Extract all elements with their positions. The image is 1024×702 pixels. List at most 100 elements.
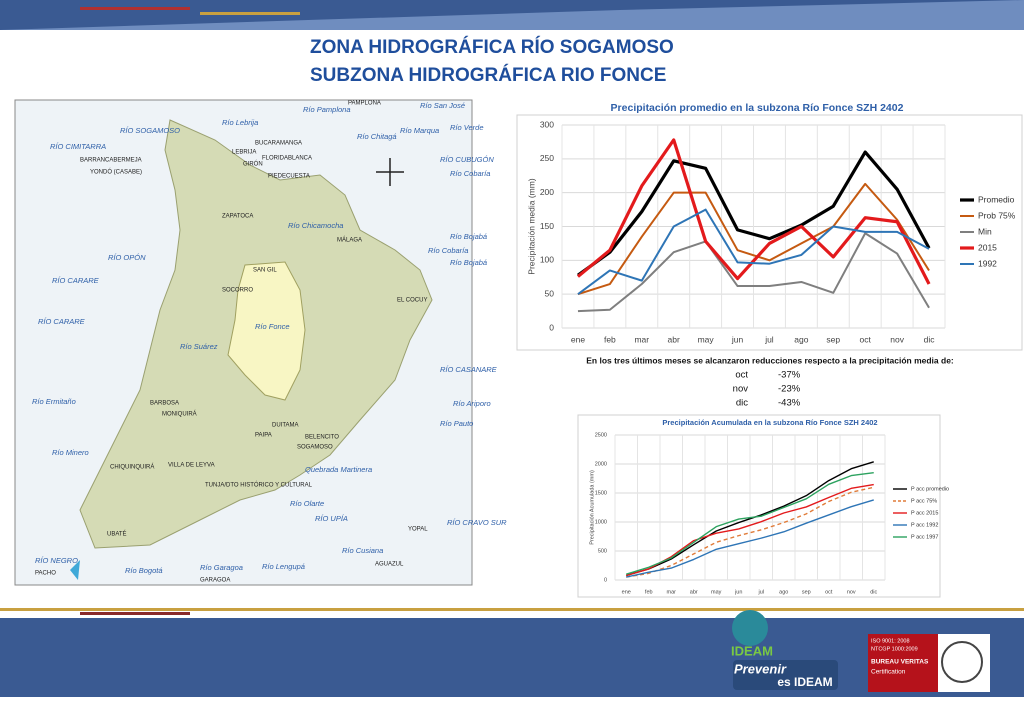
table-cell: -43% [778, 398, 801, 409]
map-label: Río Bogotá [125, 566, 163, 575]
y-tick-label: 0 [604, 577, 607, 583]
x-tick-label: nov [847, 589, 856, 595]
y-axis-label: Precipitación Acumulada (mm) [589, 470, 595, 545]
legend-label: P acc 75% [911, 498, 937, 504]
map-label: RÍO CUBUGÓN [440, 155, 494, 164]
x-tick-label: sep [802, 589, 811, 595]
series-line [576, 138, 931, 285]
map-label: CHIQUINQUIRÁ [110, 464, 154, 471]
map-label: PAIPA [255, 433, 272, 439]
x-tick-label: mar [634, 334, 649, 344]
legend-label: P acc 2015 [911, 510, 938, 516]
map-label: RÍO CIMITARRA [50, 142, 106, 151]
map-label: Río Marqua [400, 126, 439, 135]
slogan: es IDEAM [777, 675, 832, 689]
x-tick-label: may [711, 589, 722, 595]
legend-label: Prob 75% [978, 210, 1016, 220]
x-tick-label: oct [860, 334, 872, 344]
map-label: RÍO CARARE [38, 317, 86, 326]
x-tick-label: ene [622, 589, 631, 595]
legend-label: P acc 1997 [911, 534, 938, 540]
series-line [577, 150, 931, 277]
map-label: Río San José [420, 101, 465, 110]
map-label: RÍO NEGRO [35, 556, 78, 565]
x-tick-label: jul [757, 589, 764, 595]
compass [376, 158, 404, 186]
series-line [577, 208, 930, 295]
map-label: Río Cobaría [428, 246, 468, 255]
map-label: RÍO CRAVO SUR [447, 518, 507, 527]
map-label: PIEDECUESTA [268, 174, 310, 180]
series-line [626, 461, 874, 577]
map-label: Río Pamplona [303, 105, 351, 114]
map-label: RÍO UPÍA [315, 514, 348, 523]
x-tick-label: abr [690, 589, 698, 595]
map-label: LEBRIJA [232, 150, 256, 156]
footer-band [0, 618, 1024, 697]
map-label: Río Chitagá [357, 132, 397, 141]
map-label: GARAGOA [200, 578, 230, 584]
x-tick-label: may [698, 334, 715, 344]
map-label: Río Minero [52, 448, 89, 457]
map-label: RÍO OPÓN [108, 253, 146, 262]
map-label: Río Ermitaño [32, 397, 76, 406]
map-label: RÍO SOGAMOSO [120, 126, 180, 135]
y-tick-label: 200 [540, 187, 554, 197]
x-tick-label: oct [825, 589, 833, 595]
footer-line [0, 608, 1024, 611]
subzone-area [227, 261, 306, 401]
x-tick-label: ene [571, 334, 585, 344]
y-tick-label: 2000 [595, 461, 607, 467]
series-line [626, 499, 874, 578]
y-tick-label: 150 [540, 221, 554, 231]
x-tick-label: dic [924, 334, 936, 344]
y-axis-label: Precipitación media (mm) [526, 178, 536, 275]
table-cell: oct [735, 370, 748, 381]
x-tick-label: ago [779, 589, 788, 595]
x-tick-label: mar [667, 589, 677, 595]
map-label: TUNJA/DTO HISTÓRICO Y CULTURAL [205, 482, 313, 489]
chart-frame [516, 114, 1023, 351]
map-label: GIRÓN [243, 161, 263, 168]
cert-text: ISO 9001: 2008 [871, 638, 910, 644]
footer-line [80, 612, 190, 615]
legend-label: Promedio [978, 194, 1015, 204]
map-label: SOGAMOSO [297, 445, 333, 451]
map-label: BELENCITO [305, 435, 339, 441]
table-cell: -23% [778, 384, 801, 395]
y-tick-label: 500 [598, 548, 607, 554]
table-cell: -37% [778, 370, 801, 381]
y-tick-label: 1000 [595, 519, 607, 525]
table-cell: dic [736, 398, 748, 409]
map-label: Río Bojabá [450, 258, 487, 267]
y-tick-label: 1500 [595, 490, 607, 496]
y-tick-label: 0 [549, 322, 554, 332]
x-tick-label: ago [794, 334, 808, 344]
map-label: Río Chicamocha [288, 221, 343, 230]
x-tick-label: sep [826, 334, 840, 344]
logo-text: IDEAM [731, 643, 773, 658]
cert-red [868, 634, 938, 692]
map-label: BUCARAMANGA [255, 141, 302, 147]
map-label: Río Garagoa [200, 563, 243, 572]
map-label: Río Lebrija [222, 118, 258, 127]
slogan: Prevenir [734, 661, 787, 676]
map-label: ZAPATOCA [222, 214, 253, 220]
map-label: Río Bojabá [450, 232, 487, 241]
table-cell: nov [733, 384, 749, 395]
logo-icon [732, 610, 768, 646]
map-label: SOCORRO [222, 288, 253, 294]
x-tick-label: abr [668, 334, 680, 344]
map-label: YOPAL [408, 527, 428, 533]
chart-frame [577, 414, 941, 598]
chart-title: Precipitación Acumulada en la subzona Rí… [662, 418, 877, 427]
subtitle: SUBZONA HIDROGRÁFICA RIO FONCE [310, 64, 666, 86]
title: ZONA HIDROGRÁFICA RÍO SOGAMOSO [310, 36, 674, 58]
legend-label: P acc 1992 [911, 522, 938, 528]
series-line [626, 486, 874, 578]
map-label: Río Suárez [180, 342, 218, 351]
map-label: PAMPLONA [348, 101, 381, 107]
map-label: Río Ariporo [453, 399, 491, 408]
y-tick-label: 300 [540, 119, 554, 129]
y-tick-label: 50 [545, 288, 555, 298]
